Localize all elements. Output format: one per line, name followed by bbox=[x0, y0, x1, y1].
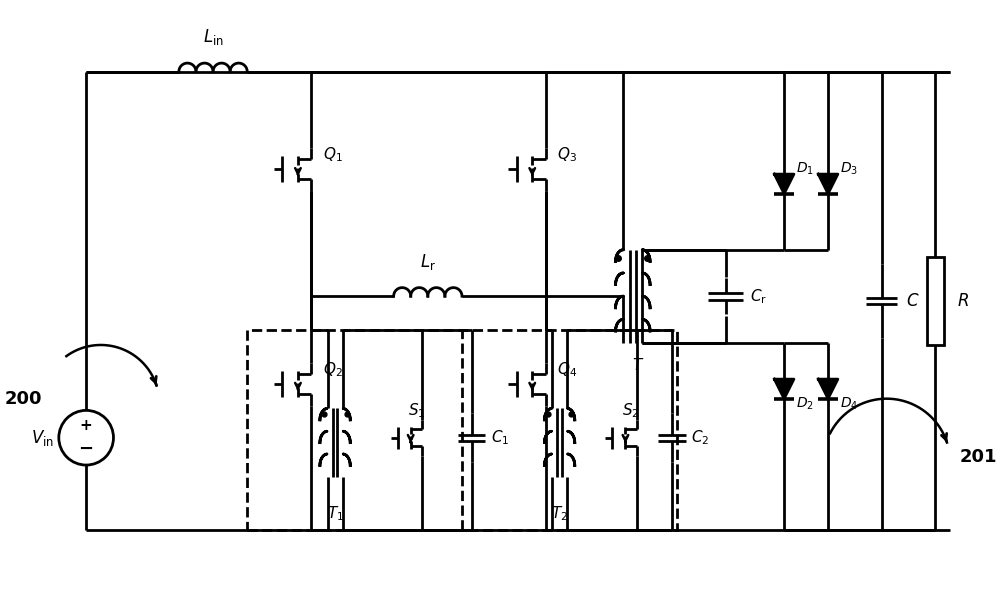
Text: $C_2$: $C_2$ bbox=[691, 428, 710, 447]
Text: $D_1$: $D_1$ bbox=[796, 161, 814, 178]
Text: $L_{\rm in}$: $L_{\rm in}$ bbox=[203, 27, 223, 47]
Polygon shape bbox=[818, 174, 838, 194]
Text: $D_4$: $D_4$ bbox=[840, 395, 858, 411]
Text: $T_1$: $T_1$ bbox=[327, 504, 344, 522]
Bar bbox=[927, 257, 944, 345]
Text: $C_1$: $C_1$ bbox=[491, 428, 510, 447]
Text: 200: 200 bbox=[5, 390, 42, 408]
Text: $D_3$: $D_3$ bbox=[840, 161, 858, 178]
Text: $Q_1$: $Q_1$ bbox=[323, 145, 343, 164]
Text: $T_2$: $T_2$ bbox=[551, 504, 568, 522]
Text: $Q_2$: $Q_2$ bbox=[323, 360, 343, 379]
Text: $V_{\rm in}$: $V_{\rm in}$ bbox=[31, 428, 54, 448]
Text: $Q_3$: $Q_3$ bbox=[557, 145, 577, 164]
Polygon shape bbox=[818, 379, 838, 399]
Polygon shape bbox=[774, 379, 794, 399]
Text: $R$: $R$ bbox=[957, 292, 969, 310]
Polygon shape bbox=[774, 174, 794, 194]
Text: 201: 201 bbox=[960, 448, 997, 466]
Text: −: − bbox=[79, 440, 94, 458]
Text: $S_1$: $S_1$ bbox=[408, 401, 425, 420]
Text: $L_{\rm r}$: $L_{\rm r}$ bbox=[420, 251, 436, 271]
Text: $C$: $C$ bbox=[906, 292, 920, 310]
Text: $C_{\rm r}$: $C_{\rm r}$ bbox=[750, 287, 767, 305]
Text: $T$: $T$ bbox=[632, 357, 644, 373]
Text: +: + bbox=[80, 418, 93, 433]
Text: $Q_4$: $Q_4$ bbox=[557, 360, 578, 379]
Text: $S_2$: $S_2$ bbox=[622, 401, 640, 420]
Bar bbox=[247, 330, 677, 530]
Text: $D_2$: $D_2$ bbox=[796, 395, 814, 411]
